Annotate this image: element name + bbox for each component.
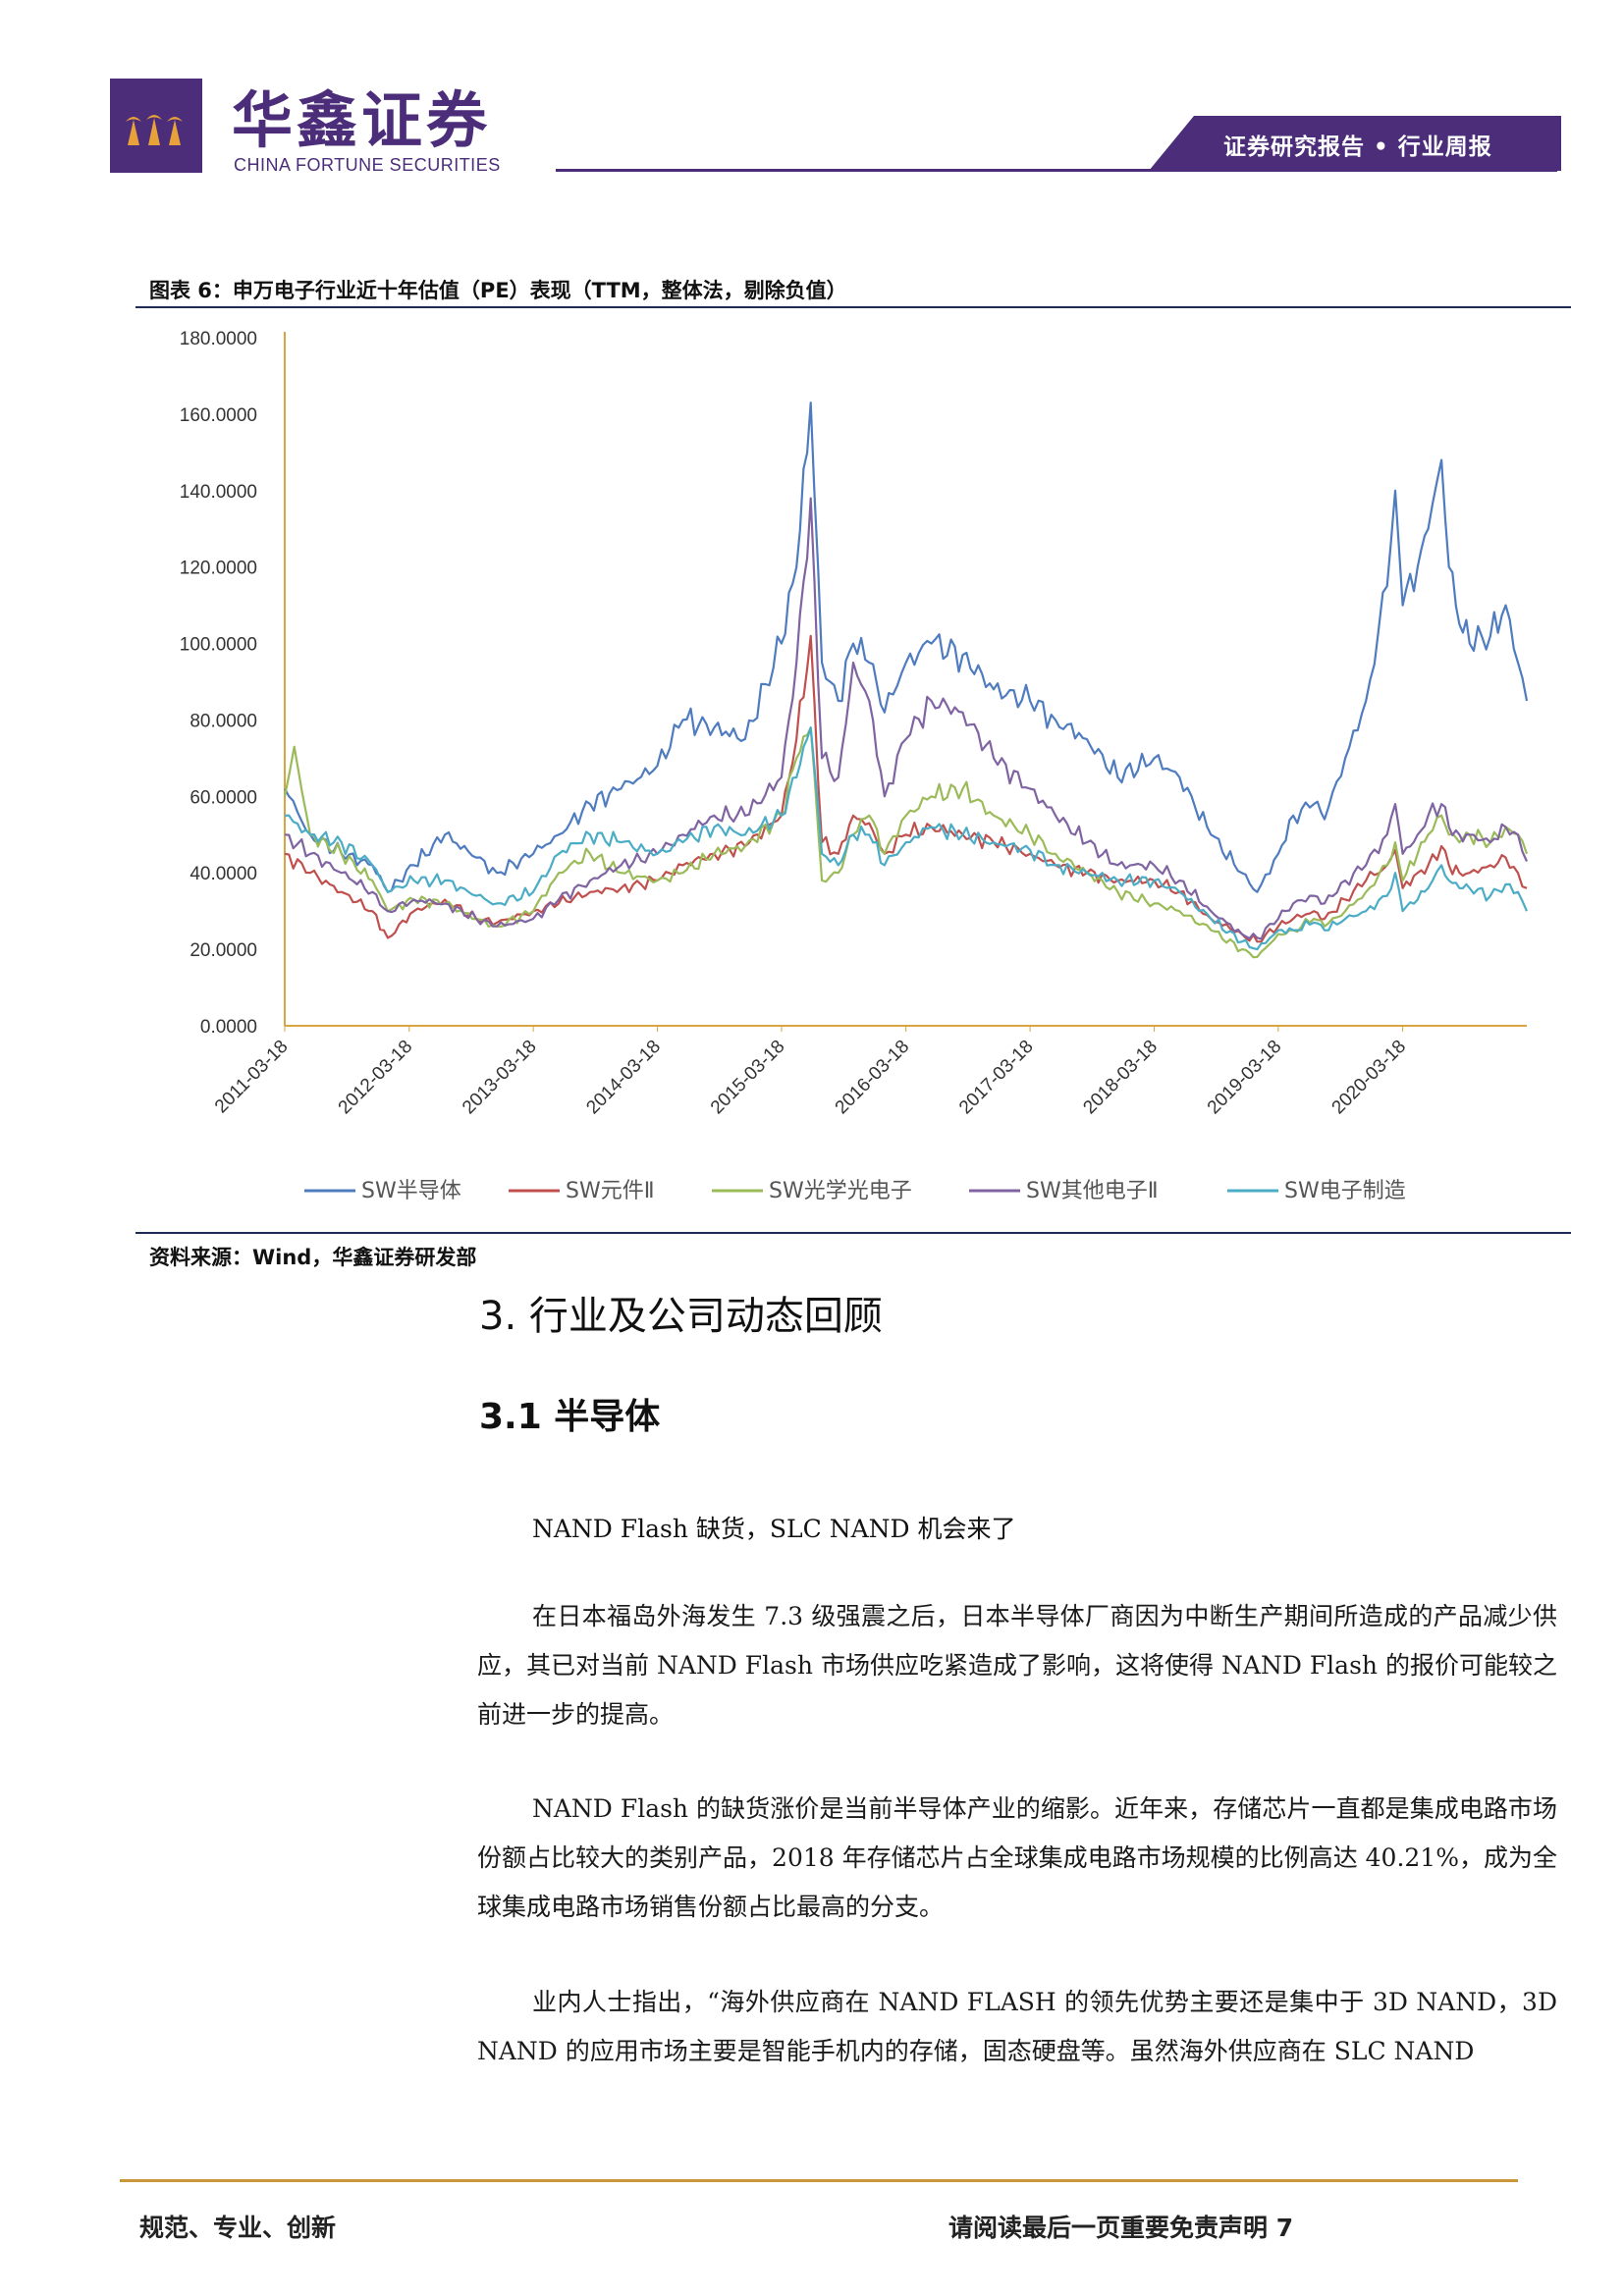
logo-chinese-name: 华鑫证券 (232, 84, 492, 156)
report-type-label: 证券研究报告 • 行业周报 (1223, 134, 1492, 160)
x-tick-label: 2016-03-18 (832, 1037, 914, 1119)
series-line (284, 634, 1528, 943)
figure-caption: 图表 6：申万电子行业近十年估值（PE）表现（TTM，整体法，剔除负值） (149, 279, 847, 302)
report-type-badge (1149, 116, 1561, 171)
footer-disclaimer: 请阅读最后一页重要免责声明 7 (948, 2214, 1294, 2242)
legend-label: SW光学光电子 (769, 1179, 912, 1203)
series-line (284, 401, 1529, 893)
x-tick-label: 2011-03-18 (211, 1037, 293, 1118)
y-tick-label: 160.0000 (180, 405, 257, 426)
paragraph: 业内人士指出，“海外供应商在 NAND FLASH 的领先优势主要还是集中于 3… (477, 1988, 1557, 2065)
series-line (283, 726, 1529, 959)
company-logo (110, 79, 202, 173)
legend-label: SW元件Ⅱ (566, 1179, 655, 1203)
y-tick-label: 40.0000 (189, 864, 257, 884)
paragraph: 在日本福岛外海发生 7.3 级强震之后，日本半导体厂商因为中断生产期间所造成的产… (477, 1602, 1557, 1729)
x-tick-label: 2014-03-18 (582, 1037, 665, 1119)
subsection-heading: 3.1 半导体 (479, 1397, 661, 1437)
article-title: NAND Flash 缺货，SLC NAND 机会来了 (532, 1515, 1016, 1543)
x-tick-label: 2015-03-18 (707, 1037, 789, 1119)
footer-rule (120, 2179, 1518, 2182)
legend-label: SW电子制造 (1284, 1179, 1406, 1203)
x-tick-label: 2019-03-18 (1204, 1037, 1286, 1119)
paragraph: NAND Flash 的缺货涨价是当前半导体产业的缩影。近年来，存储芯片一直都是… (477, 1794, 1557, 1921)
pe-line-chart: 0.0000 20.0000 40.0000 60.0000 80.0000 100.00… (180, 329, 1529, 1203)
figure-source: 资料来源：Wind，华鑫证券研发部 (149, 1246, 477, 1269)
logo-english-name: CHINA FORTUNE SECURITIES (234, 155, 501, 175)
y-tick-label: 120.0000 (180, 559, 257, 579)
figure-bottom-rule (135, 1232, 1571, 1234)
legend-label: SW其他电子Ⅱ (1026, 1179, 1159, 1203)
legend-label: SW半导体 (361, 1179, 461, 1203)
figure-top-rule (135, 306, 1571, 308)
y-tick-label: 60.0000 (189, 787, 257, 808)
footer-slogan: 规范、专业、创新 (139, 2214, 337, 2242)
y-tick-label: 100.0000 (180, 635, 257, 656)
series-line (284, 726, 1529, 951)
y-tick-label: 20.0000 (189, 940, 257, 961)
x-tick-label: 2012-03-18 (335, 1037, 417, 1119)
y-tick-label: 140.0000 (180, 482, 257, 503)
header-divider (556, 169, 1557, 172)
x-tick-label: 2013-03-18 (459, 1037, 541, 1119)
y-tick-label: 0.0000 (200, 1017, 257, 1038)
y-tick-label: 80.0000 (189, 711, 257, 731)
section-heading: 3. 行业及公司动态回顾 (479, 1294, 883, 1339)
x-tick-label: 2017-03-18 (955, 1037, 1038, 1119)
x-tick-label: 2020-03-18 (1328, 1037, 1411, 1119)
y-tick-label: 180.0000 (180, 329, 257, 349)
x-tick-label: 2018-03-18 (1079, 1037, 1162, 1119)
series-line (284, 497, 1529, 940)
logo-emblem-icon (126, 115, 183, 145)
